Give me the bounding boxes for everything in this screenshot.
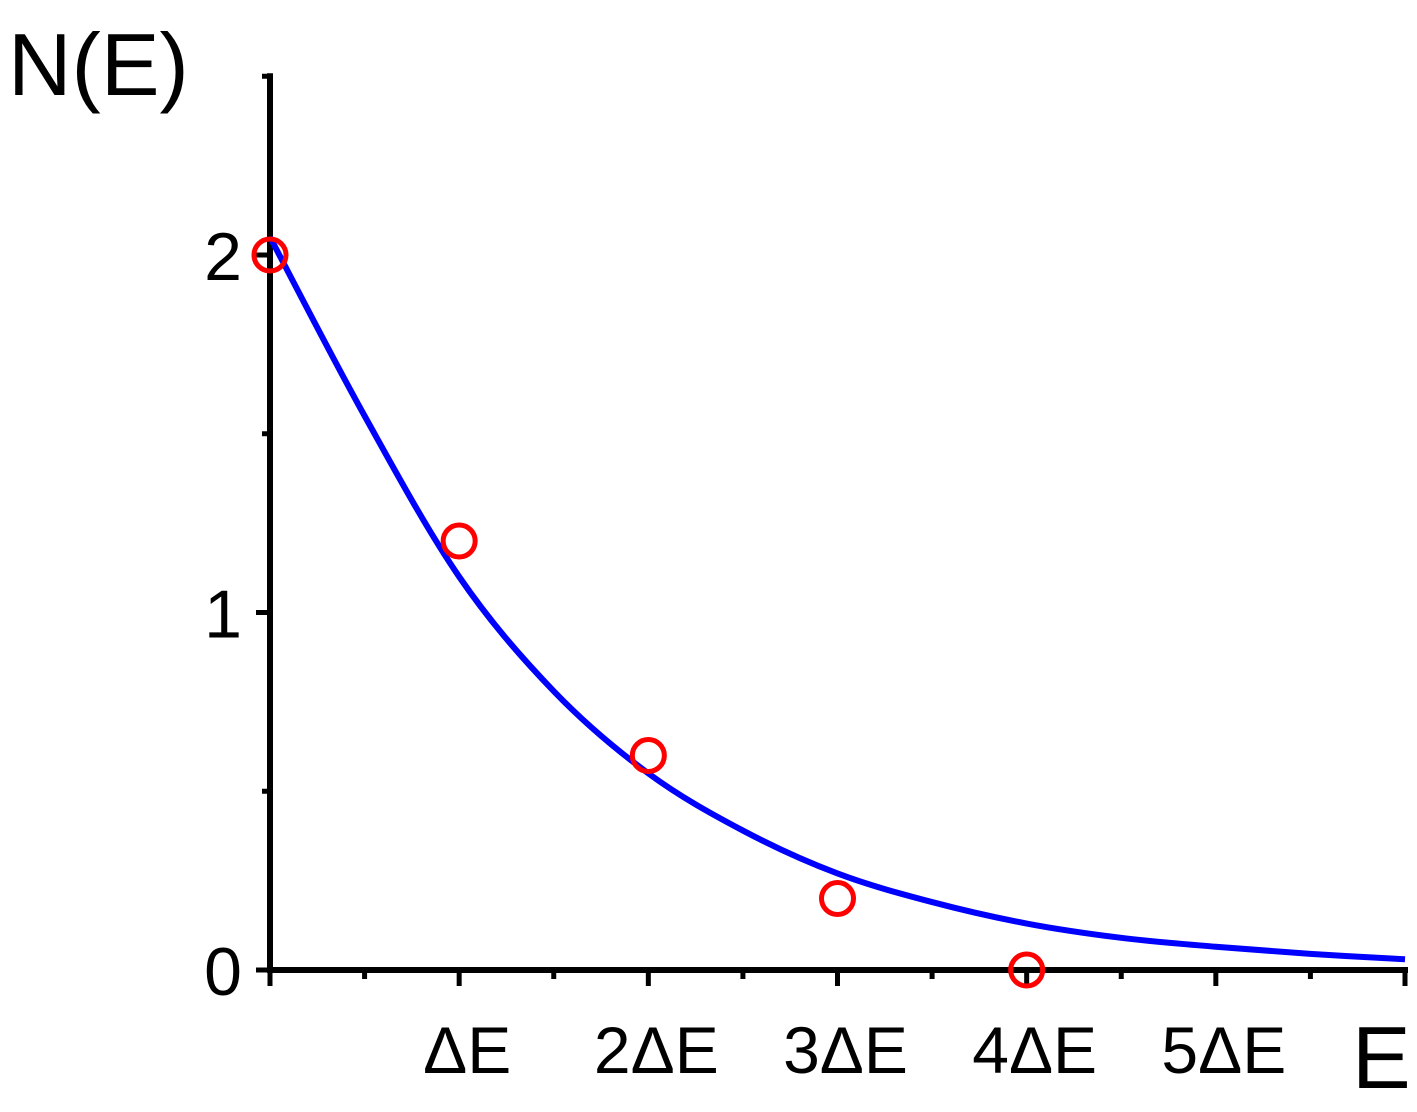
data-point (1008, 951, 1046, 989)
y-tick-label: 2 (204, 219, 242, 295)
axes (267, 73, 1408, 973)
data-points-layer (251, 236, 1046, 989)
fit-curve-layer (267, 235, 1406, 963)
x-tick-label: ΔE (423, 1013, 511, 1087)
fit-curve-line (267, 235, 1406, 963)
data-point (251, 236, 289, 274)
data-point (440, 522, 478, 560)
x-axis-label: E (1352, 1008, 1411, 1107)
data-point (629, 737, 667, 774)
data-point (819, 880, 856, 917)
x-tick-label: 4ΔE (972, 1013, 1097, 1087)
y-tick-label: 0 (204, 934, 242, 1010)
x-tick-label: 5ΔE (1161, 1013, 1286, 1087)
y-axis-label: N(E) (8, 15, 189, 114)
y-tick-label: 1 (204, 577, 242, 653)
x-tick-label: 2ΔE (594, 1013, 719, 1087)
x-tick-label: 3ΔE (783, 1013, 908, 1087)
